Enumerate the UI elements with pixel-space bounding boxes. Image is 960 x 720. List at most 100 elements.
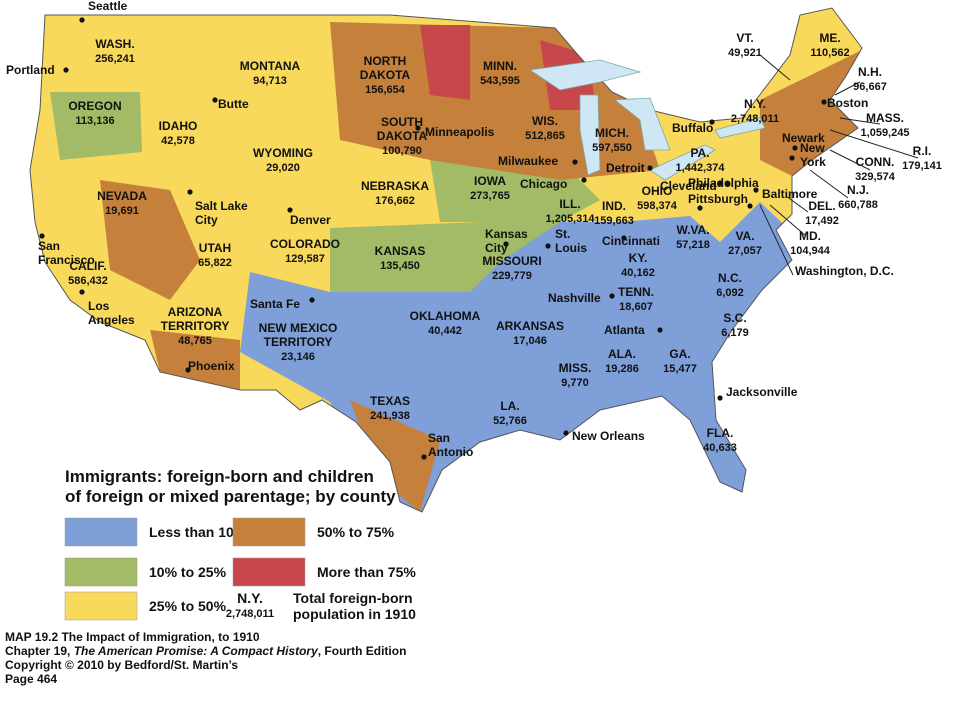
city-name: Washington, D.C. bbox=[795, 264, 894, 278]
state-name: WYOMING bbox=[253, 146, 313, 160]
state-name: IND. bbox=[602, 199, 626, 213]
caption-part: Copyright © 2010 by Bedford/St. Martin’s bbox=[5, 658, 238, 672]
state-name: ALA. bbox=[608, 347, 636, 361]
state-total: 543,595 bbox=[480, 75, 520, 87]
state-name: S.C. bbox=[723, 311, 746, 325]
state-name: R.I. bbox=[913, 144, 932, 158]
legend-label: 10% to 25% bbox=[149, 564, 227, 580]
state-name: DAKOTA bbox=[360, 68, 411, 82]
state-name: N.Y. bbox=[744, 97, 766, 111]
state-name: GA. bbox=[669, 347, 690, 361]
legend-sample-label: Total foreign-born bbox=[293, 590, 413, 606]
city-name: San bbox=[428, 431, 450, 445]
city-name: Los bbox=[88, 299, 110, 313]
city-name: Santa Fe bbox=[250, 297, 300, 311]
city-dot bbox=[609, 293, 615, 299]
caption-part: MAP 19.2 The Impact of Immigration, to 1… bbox=[5, 630, 260, 644]
state-name: TEXAS bbox=[370, 394, 410, 408]
state-name: MICH. bbox=[595, 126, 629, 140]
city-name: Philadelphia bbox=[688, 176, 759, 190]
state-name: WIS. bbox=[532, 114, 558, 128]
state-name: FLA. bbox=[707, 426, 734, 440]
state-name: TENN. bbox=[618, 285, 654, 299]
city-name: Denver bbox=[290, 213, 331, 227]
state-total: 329,574 bbox=[855, 171, 896, 183]
city-dot bbox=[789, 155, 795, 161]
city-dot bbox=[79, 17, 85, 23]
caption-line: MAP 19.2 The Impact of Immigration, to 1… bbox=[5, 630, 260, 644]
city-name: City bbox=[195, 213, 218, 227]
legend-swatch bbox=[232, 517, 306, 547]
city-name: Portland bbox=[6, 63, 55, 77]
city-dot bbox=[621, 235, 627, 241]
caption-line: Chapter 19, The American Promise: A Comp… bbox=[5, 644, 406, 658]
city-dot bbox=[821, 99, 827, 105]
city-dot bbox=[309, 297, 315, 303]
caption-part: The American Promise: A Compact History bbox=[74, 644, 319, 658]
state-name: LA. bbox=[500, 399, 519, 413]
legend: Immigrants: foreign-born and childrenof … bbox=[64, 467, 416, 622]
leader-line bbox=[829, 149, 871, 171]
state-total: 40,162 bbox=[621, 267, 655, 279]
state-name: DAKOTA bbox=[377, 129, 428, 143]
state-total: 660,788 bbox=[838, 199, 878, 211]
state-total: 512,865 bbox=[525, 130, 565, 142]
state-total: 6,179 bbox=[721, 327, 749, 339]
state-name: OKLAHOMA bbox=[410, 309, 481, 323]
city-dot bbox=[581, 177, 587, 183]
state-total: 49,921 bbox=[728, 47, 762, 59]
state-name: N.C. bbox=[718, 271, 742, 285]
city-name: Detroit bbox=[606, 161, 645, 175]
legend-label: 50% to 75% bbox=[317, 524, 395, 540]
city-name: Baltimore bbox=[762, 187, 818, 201]
state-total: 241,938 bbox=[370, 410, 410, 422]
city-dot bbox=[39, 233, 45, 239]
city-name: Jacksonville bbox=[726, 385, 798, 399]
state-name: NEBRASKA bbox=[361, 179, 429, 193]
state-total: 597,550 bbox=[592, 142, 632, 154]
state-name: TERRITORY bbox=[264, 335, 333, 349]
leader-line bbox=[759, 204, 794, 276]
state-name: IDAHO bbox=[159, 119, 198, 133]
leader-line bbox=[829, 129, 919, 159]
state-total: 40,442 bbox=[428, 325, 462, 337]
state-name: MISS. bbox=[559, 361, 592, 375]
state-name: PA. bbox=[690, 146, 709, 160]
legend-swatch bbox=[64, 591, 138, 621]
state-total: 104,944 bbox=[790, 245, 831, 257]
caption: MAP 19.2 The Impact of Immigration, to 1… bbox=[5, 630, 406, 686]
state-total: 65,822 bbox=[198, 257, 232, 269]
city-dot bbox=[647, 165, 653, 171]
legend-sample-total: 2,748,011 bbox=[226, 608, 274, 620]
legend-label: 25% to 50% bbox=[149, 598, 227, 614]
city-dot bbox=[697, 205, 703, 211]
state-name: CALIF. bbox=[69, 259, 106, 273]
leader-line bbox=[834, 81, 861, 96]
state-total: 1,442,374 bbox=[676, 162, 726, 174]
city-dot bbox=[503, 241, 509, 247]
state-total: 1,205,314 bbox=[546, 213, 596, 225]
leader-line bbox=[759, 54, 791, 81]
leader-line bbox=[839, 117, 881, 125]
city-name: Atlanta bbox=[604, 323, 645, 337]
city-dot bbox=[79, 289, 85, 295]
state-total: 19,691 bbox=[105, 205, 139, 217]
state-name: DEL. bbox=[808, 199, 835, 213]
city-name: Kansas bbox=[485, 227, 528, 241]
state-total: 110,562 bbox=[810, 47, 849, 59]
city-name: Butte bbox=[218, 97, 249, 111]
state-name: ARKANSAS bbox=[496, 319, 564, 333]
legend-swatch bbox=[64, 517, 138, 547]
city-dot bbox=[187, 189, 193, 195]
state-name: IOWA bbox=[474, 174, 506, 188]
state-total: 18,607 bbox=[619, 301, 653, 313]
city-name: Cleveland bbox=[660, 179, 717, 193]
state-total: 29,020 bbox=[266, 162, 300, 174]
caption-part: Chapter 19, bbox=[5, 644, 74, 658]
state-total: 9,770 bbox=[561, 377, 589, 389]
caption-part: Page 464 bbox=[5, 672, 57, 686]
city-dot bbox=[572, 159, 578, 165]
state-name: VA. bbox=[735, 229, 754, 243]
legend-title: Immigrants: foreign-born and children bbox=[65, 467, 374, 486]
